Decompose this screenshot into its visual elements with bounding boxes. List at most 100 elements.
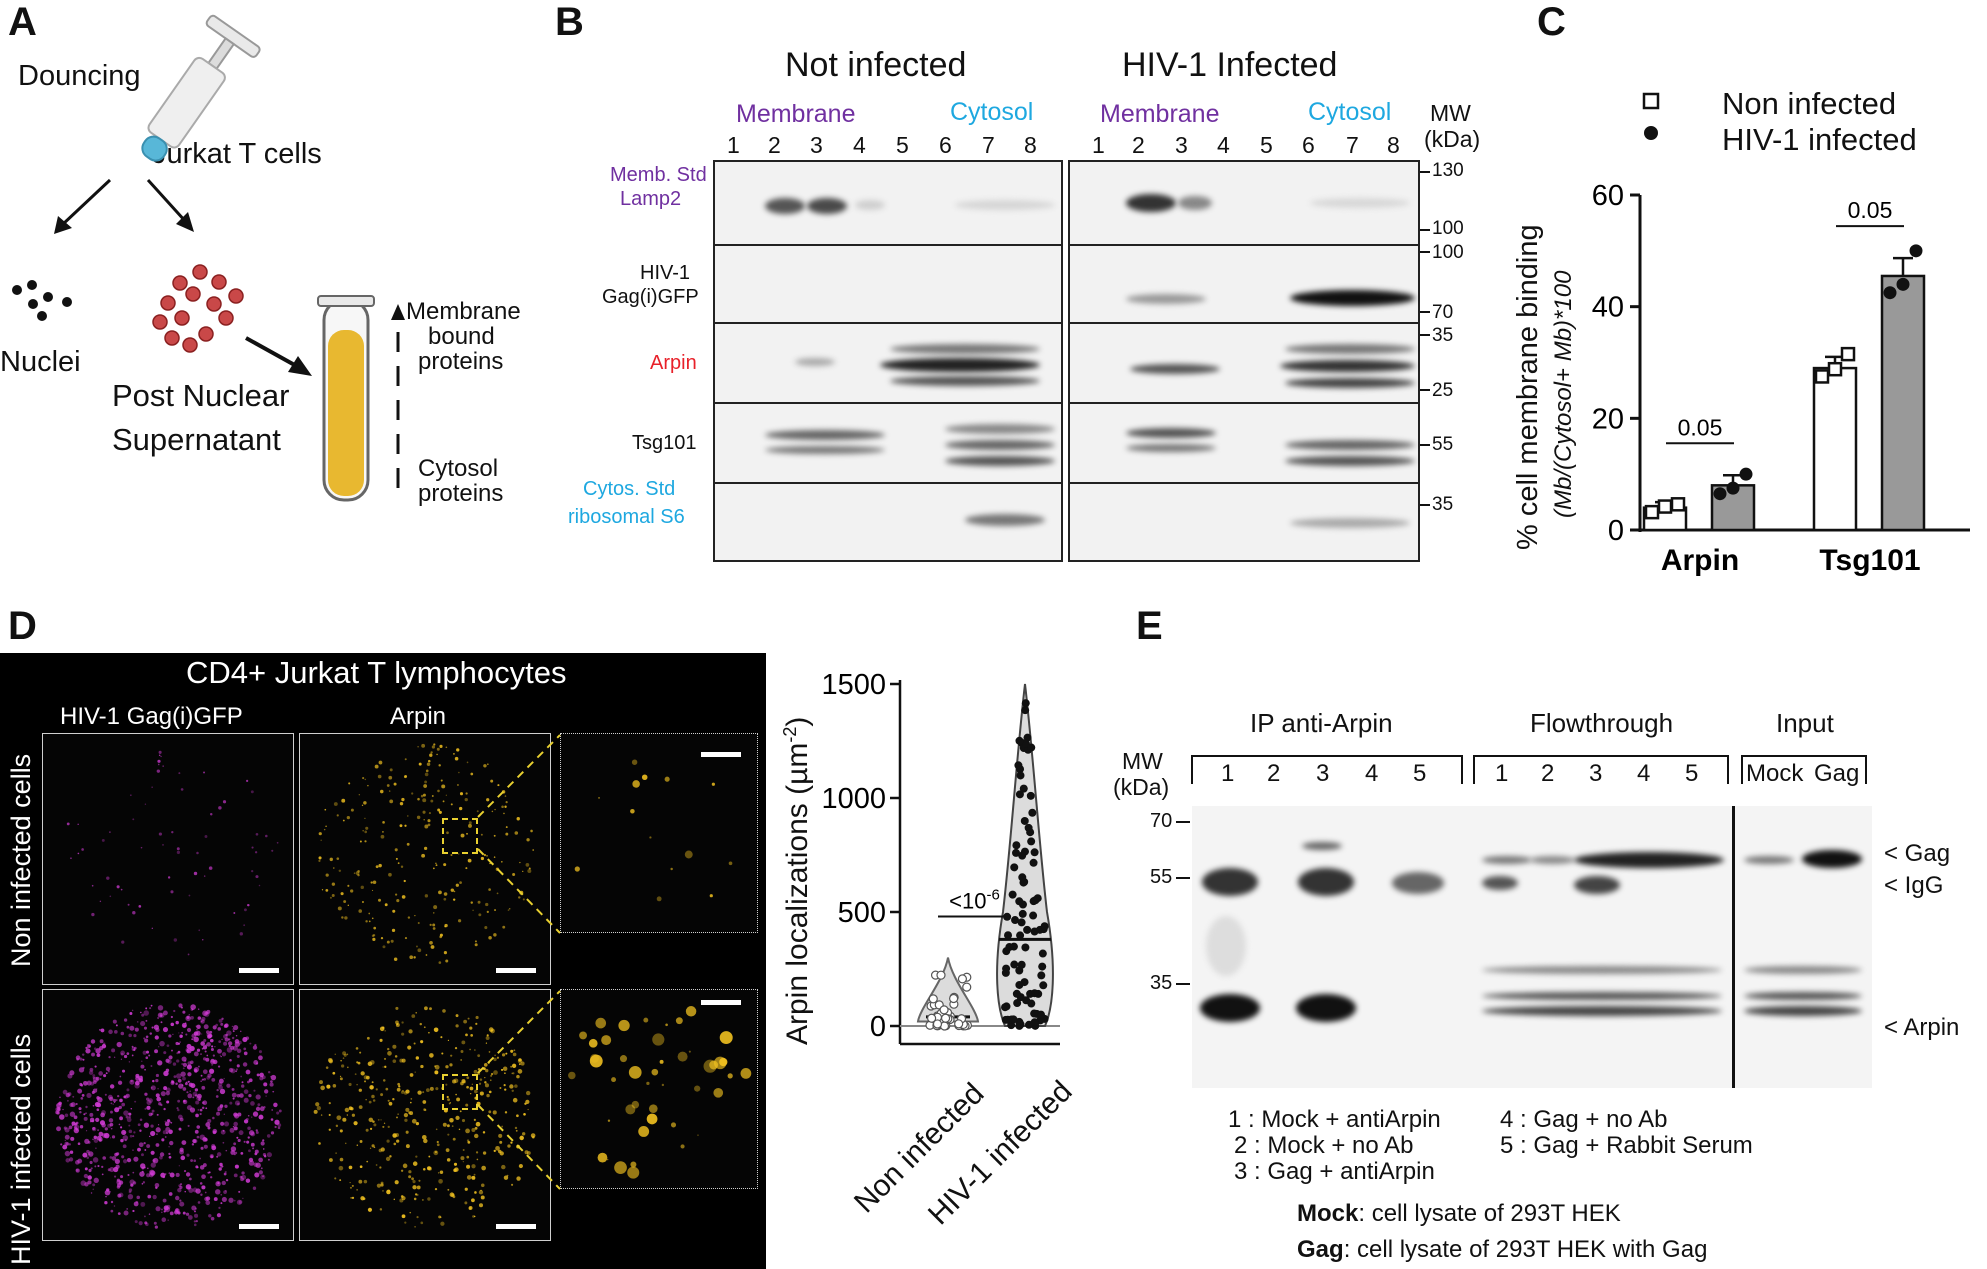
fluorescence-spot (512, 1072, 515, 1075)
fluorescence-spot (243, 1051, 248, 1056)
fluorescence-spot (243, 1047, 247, 1051)
fluorescence-spot (140, 1075, 143, 1079)
fluorescence-spot (196, 851, 199, 855)
fluorescence-spot (262, 1148, 265, 1150)
fluorescence-spot (512, 872, 516, 876)
fluorescence-spot (487, 763, 489, 766)
fluorescence-spot (389, 1155, 392, 1158)
fluorescence-spot (89, 1112, 94, 1117)
fluorescence-spot (239, 1093, 244, 1098)
fluorescence-spot (157, 1124, 160, 1126)
data-point (1012, 989, 1021, 998)
fluorescence-spot (117, 1080, 123, 1085)
fluorescence-spot (527, 869, 532, 874)
fluorescence-spot (467, 1140, 471, 1144)
fluorescence-spot (631, 759, 638, 765)
fluorescence-spot (130, 794, 132, 796)
fluorescence-spot (191, 1143, 195, 1146)
fluorescence-spot (466, 1076, 470, 1080)
fluorescence-spot (195, 1100, 200, 1105)
fluorescence-spot (208, 1068, 215, 1074)
fluorescence-spot (232, 1097, 235, 1100)
fluorescence-spot (403, 1113, 409, 1118)
data-point (954, 1019, 964, 1029)
fluorescence-spot (165, 1058, 170, 1063)
fluorescence-spot (364, 840, 367, 843)
zoom-connector-lines (477, 734, 561, 1190)
fluorescence-spot (349, 1186, 352, 1189)
fluorescence-spot (130, 1108, 133, 1110)
fluorescence-spot (173, 938, 178, 942)
fluorescence-spot (423, 1138, 428, 1144)
fluorescence-spot (371, 889, 374, 892)
fluorescence-spot (372, 937, 376, 941)
lane-number: 5 (1413, 760, 1427, 787)
fluorescence-spot (132, 911, 136, 915)
fluorescence-spot (713, 1088, 724, 1098)
fluorescence-spot (429, 923, 432, 926)
fluorescence-spot (408, 1029, 413, 1034)
fluorescence-spot (193, 1031, 199, 1036)
fluorescence-spot (505, 801, 508, 804)
fluorescence-spot (452, 898, 456, 901)
fluorescence-spot (235, 1034, 238, 1037)
fluorescence-spot (157, 759, 161, 763)
fluorescence-spot (162, 1026, 169, 1033)
fluorescence-spot (365, 920, 368, 923)
fluorescence-spot (84, 1138, 90, 1144)
fluorescence-spot (415, 1012, 417, 1014)
fluorescence-spot (263, 1106, 266, 1109)
fluorescence-spot (278, 1109, 282, 1113)
fluorescence-spot (169, 1211, 174, 1216)
fluorescence-spot (364, 817, 366, 820)
fluorescence-spot (116, 1041, 122, 1048)
fluorescence-spot (127, 1173, 130, 1177)
fluorescence-spot (469, 1086, 474, 1091)
fluorescence-spot (95, 1117, 100, 1123)
fluorescence-spot (508, 907, 511, 910)
mw-ticks-e (1176, 821, 1190, 985)
fluorescence-spot (446, 831, 449, 835)
fluorescence-spot (368, 1117, 374, 1123)
fluorescence-spot (120, 1050, 126, 1056)
fluorescence-spot (144, 1215, 146, 1218)
fluorescence-spot (358, 794, 361, 796)
fluorescence-spot (523, 1112, 526, 1116)
fluorescence-spot (128, 1112, 132, 1116)
fluorescence-spot (251, 1116, 253, 1118)
fluorescence-spot (397, 1113, 399, 1115)
fluorescence-spot (168, 1152, 171, 1155)
fluorescence-spot (99, 1120, 106, 1126)
fluorescence-spot (325, 1066, 329, 1069)
fluorescence-spot (177, 1050, 181, 1054)
post-nuclear-label-1: Post Nuclear (112, 378, 290, 413)
fluorescence-spot (333, 867, 335, 869)
fluorescence-spot (185, 1184, 192, 1190)
fluorescence-spot (343, 900, 347, 904)
fluorescence-spot (438, 1178, 443, 1184)
fluorescence-spot (168, 1034, 172, 1038)
fluorescence-spot (141, 1153, 144, 1157)
fluorescence-spot (354, 1073, 357, 1076)
fluorescence-spot (362, 776, 365, 780)
data-point (1004, 931, 1013, 940)
fluorescence-spot (434, 1150, 438, 1154)
fluorescence-spot (450, 888, 455, 892)
fluorescence-spot (493, 933, 497, 937)
fluorescence-spot (92, 1126, 96, 1131)
fluorescence-spot (264, 1089, 269, 1094)
fluorescence-spot (97, 1129, 99, 1131)
fluorescence-spot (369, 1127, 373, 1130)
blot-strip-gag (1070, 246, 1418, 324)
fluorescence-spot (127, 1194, 134, 1200)
data-point (1023, 925, 1032, 934)
fluorescence-spot (505, 826, 508, 829)
fluorescence-spot (225, 1149, 228, 1152)
fluorescence-spot (188, 1014, 191, 1016)
group-flowthrough: Flowthrough (1530, 708, 1674, 738)
fluorescence-spot (252, 1186, 257, 1190)
fluorescence-spot (265, 1095, 267, 1097)
fluorescence-spot (223, 1113, 225, 1115)
fluorescence-spot (104, 1201, 108, 1205)
fluorescence-spot (96, 1053, 101, 1058)
